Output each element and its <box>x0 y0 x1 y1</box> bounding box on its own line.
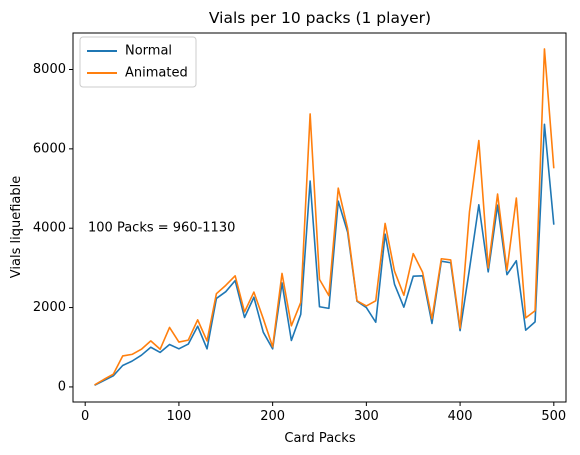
x-tick-label: 0 <box>81 409 89 424</box>
legend-frame <box>79 36 197 88</box>
y-tick-label: 8000 <box>33 62 66 77</box>
x-axis-label: Card Packs <box>284 431 355 446</box>
plot-area <box>72 32 567 403</box>
legend-label-animated: Animated <box>125 66 188 81</box>
series-line-animated <box>94 48 555 386</box>
y-tick-label: 6000 <box>33 141 66 156</box>
chart-title: Vials per 10 packs (1 player) <box>209 9 431 27</box>
axis-ticks: 0 100 200 300 400 500 0 2000 4000 6000 8000 <box>33 62 566 424</box>
y-tick-label: 4000 <box>33 221 66 236</box>
series-line-normal <box>94 123 555 387</box>
legend-label-normal: Normal <box>125 44 172 59</box>
legend: Normal Animated <box>79 36 197 88</box>
y-axis-label: Vials liquefiable <box>9 176 24 278</box>
y-tick-label: 2000 <box>33 300 66 315</box>
x-tick-label: 400 <box>448 409 473 424</box>
range-annotation: 100 Packs = 960-1130 <box>88 221 235 236</box>
x-tick-label: 300 <box>354 409 379 424</box>
x-tick-label: 200 <box>260 409 285 424</box>
y-tick-label: 0 <box>58 379 66 394</box>
x-tick-label: 100 <box>166 409 191 424</box>
x-tick-label: 500 <box>541 409 566 424</box>
series-lines <box>94 48 555 387</box>
